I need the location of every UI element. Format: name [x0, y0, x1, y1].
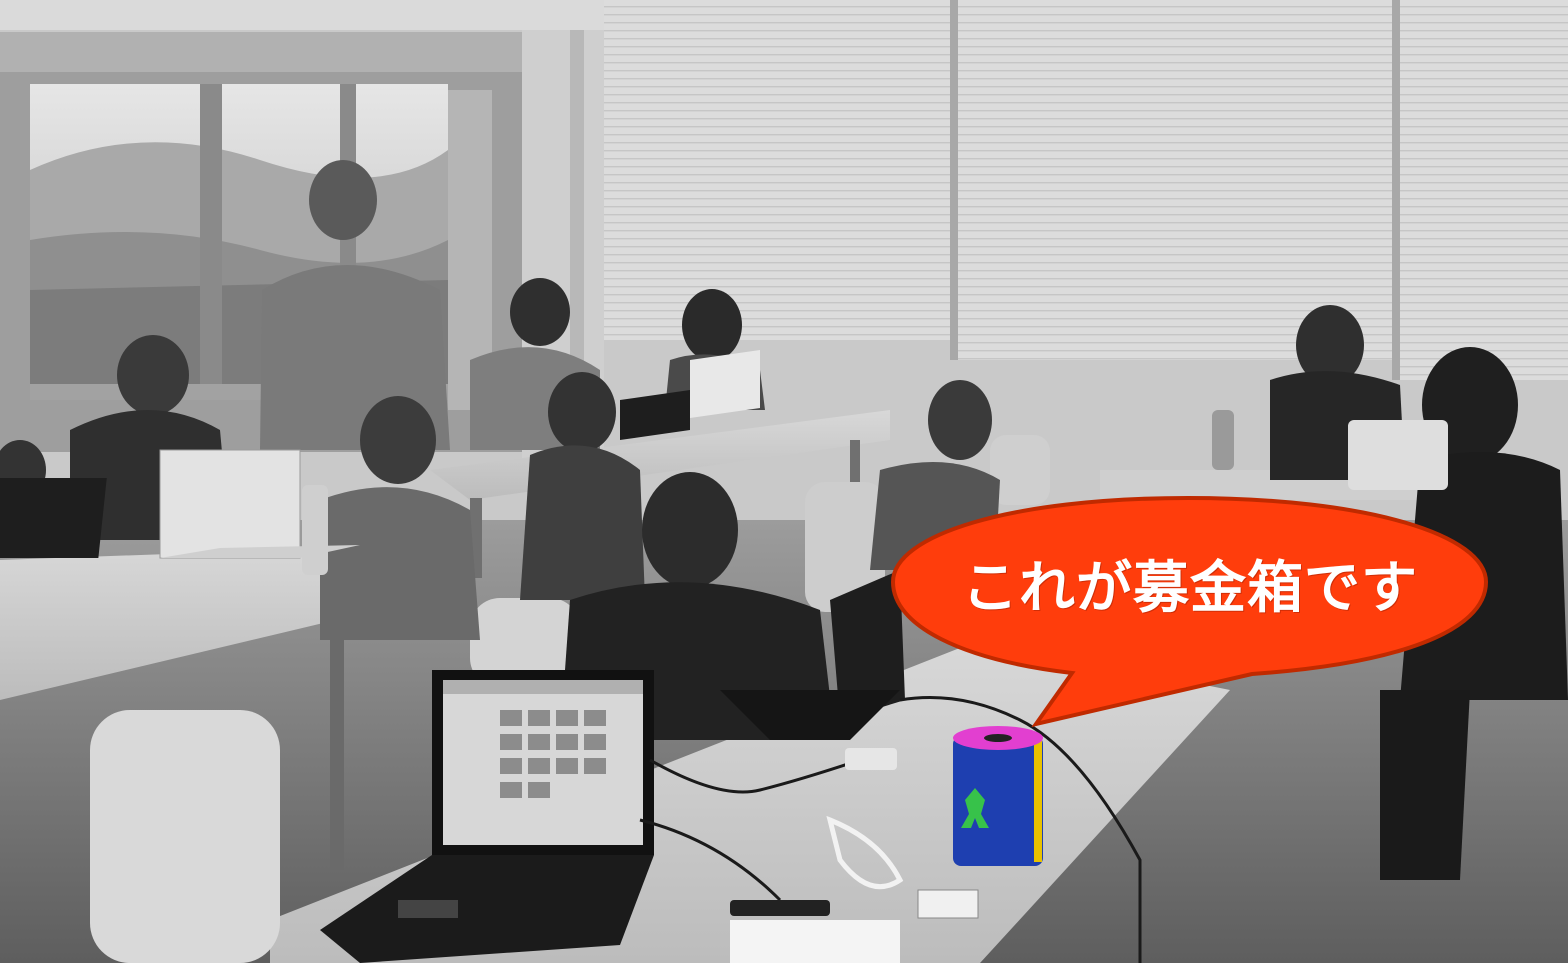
window-blinds-right: [1398, 0, 1568, 380]
paper: [730, 920, 900, 963]
callout-text: これが募金箱です: [962, 555, 1418, 621]
window-blinds-center: [956, 0, 1396, 360]
marker: [730, 900, 830, 916]
laptop-right: [830, 570, 905, 720]
window-blinds-left: [604, 0, 954, 340]
laptop-white: [159, 449, 301, 559]
water-bottle: [302, 485, 328, 575]
outlet-strip: [845, 748, 897, 770]
laptops: [0, 350, 905, 963]
laptop-mac: [690, 350, 760, 418]
laptop-back: [620, 390, 690, 440]
left-table: [0, 545, 420, 700]
laptop-left: [0, 478, 107, 558]
donation-box: [953, 726, 1043, 866]
laptop-front-keyboard: [320, 855, 654, 963]
handbag: [1348, 420, 1448, 490]
front-chair: [90, 710, 280, 963]
